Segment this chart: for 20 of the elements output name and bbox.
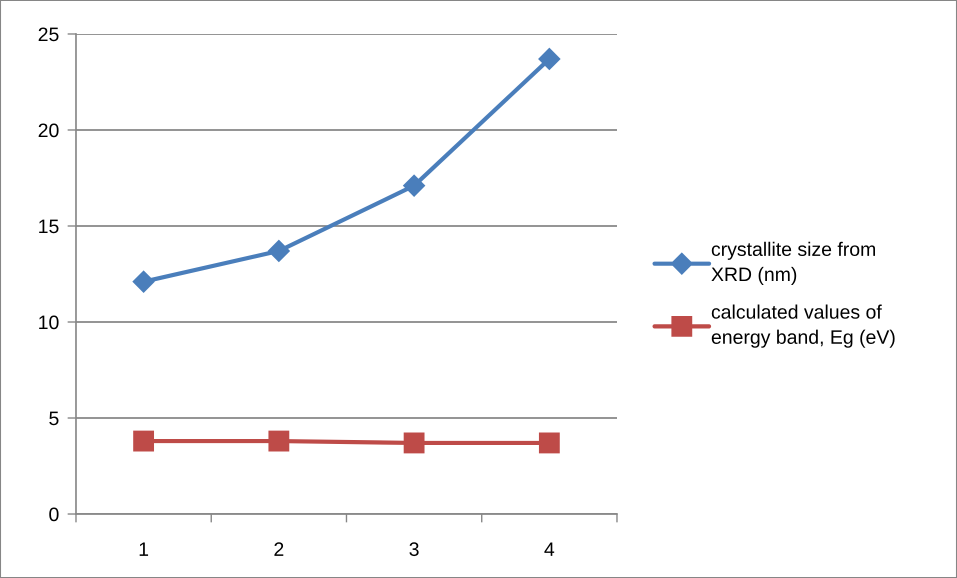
x-tick-label: 1 bbox=[140, 542, 148, 556]
point bbox=[268, 240, 290, 262]
point bbox=[538, 432, 560, 454]
point bbox=[133, 430, 154, 452]
x-tick-label: 2 bbox=[274, 542, 284, 556]
x-tick-label: 4 bbox=[544, 542, 554, 556]
y-tick-label: 20 bbox=[38, 123, 59, 138]
point bbox=[268, 430, 290, 452]
point bbox=[404, 432, 425, 454]
x-tick-label: 3 bbox=[409, 542, 419, 556]
point bbox=[403, 174, 426, 197]
y-tick-label: 25 bbox=[38, 27, 59, 42]
point bbox=[132, 270, 155, 293]
y-tick-label: 0 bbox=[49, 507, 59, 522]
legend-label: crystallite size from XRD (nm) bbox=[711, 242, 875, 286]
point bbox=[538, 48, 560, 70]
y-tick-label: 15 bbox=[39, 220, 59, 234]
legend-label: calculated values of energy band, Eg (eV) bbox=[712, 304, 895, 348]
y-tick-label: 5 bbox=[49, 412, 59, 426]
y-tick-label: 10 bbox=[39, 315, 59, 330]
